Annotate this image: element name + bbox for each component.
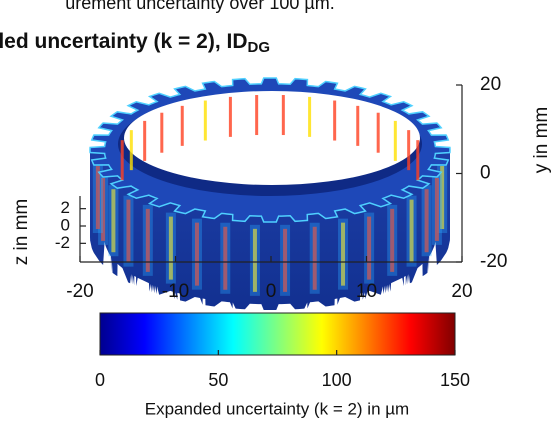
gear-render <box>90 78 450 310</box>
chart: urement uncertainty over 100 µm. Expande… <box>0 0 558 421</box>
tooth-glow <box>310 223 320 294</box>
inner-stripe <box>416 140 419 180</box>
x-tick-label: -20 <box>66 281 93 302</box>
tooth-glow <box>220 223 230 294</box>
tooth-glow <box>192 219 202 290</box>
tooth-glow <box>123 196 133 267</box>
inner-stripe <box>121 140 124 180</box>
z-tick-label: 2 <box>61 198 70 217</box>
inner-stripe <box>143 121 146 161</box>
y-tick-label: 0 <box>480 163 491 184</box>
x-tick-label: 10 <box>356 281 377 302</box>
colorbar <box>100 313 455 355</box>
tooth-glow <box>250 225 260 296</box>
chart-title: Expanded uncertainty (k = 2), IDDG <box>0 30 270 56</box>
caption-fragment: urement uncertainty over 100 µm. <box>65 0 335 13</box>
colorbar-tick-label: 50 <box>208 370 228 390</box>
inner-stripe <box>377 113 380 153</box>
inner-stripe <box>308 97 311 137</box>
inner-stripe <box>356 106 359 146</box>
z-tick-label: -2 <box>55 233 70 252</box>
tooth-glow <box>166 213 176 284</box>
tooth-glow <box>407 196 417 267</box>
colorbar-tick-label: 0 <box>95 370 105 390</box>
colorbar-tick-label: 150 <box>440 370 470 390</box>
title-subscript: DG <box>248 39 271 56</box>
y-axis-label: y in mm <box>531 107 552 174</box>
inner-stripe <box>333 101 336 141</box>
tooth-glow <box>432 174 442 245</box>
tooth-glow <box>364 213 374 284</box>
title-main: Expanded uncertainty (k = 2), ID <box>0 30 248 53</box>
inner-stripe <box>255 95 258 135</box>
inner-stripe <box>282 95 285 135</box>
tooth-glow <box>280 225 290 296</box>
tooth-glow <box>108 185 118 256</box>
inner-stripe <box>130 130 133 170</box>
z-tick-label: 0 <box>61 215 70 234</box>
x-tick-label: -10 <box>162 281 189 302</box>
z-axis-label: z in mm <box>11 199 32 266</box>
tooth-glow <box>338 219 348 290</box>
inner-stripe <box>181 106 184 146</box>
tooth-glow <box>143 205 153 276</box>
tooth-glow <box>422 185 432 256</box>
inner-stripe <box>204 101 207 141</box>
y-tick-label: -20 <box>480 251 507 272</box>
x-tick-label: 20 <box>451 281 472 302</box>
colorbar-tick-label: 100 <box>322 370 352 390</box>
inner-stripe <box>394 121 397 161</box>
x-tick-label: 0 <box>266 281 277 302</box>
inner-stripe <box>407 130 410 170</box>
inner-stripe <box>229 97 232 137</box>
colorbar-label: Expanded uncertainty (k = 2) in µm <box>145 399 409 418</box>
gear-bore <box>124 91 420 185</box>
y-tick-label: 20 <box>480 74 501 95</box>
tooth-glow <box>387 205 397 276</box>
inner-stripe <box>160 113 163 153</box>
